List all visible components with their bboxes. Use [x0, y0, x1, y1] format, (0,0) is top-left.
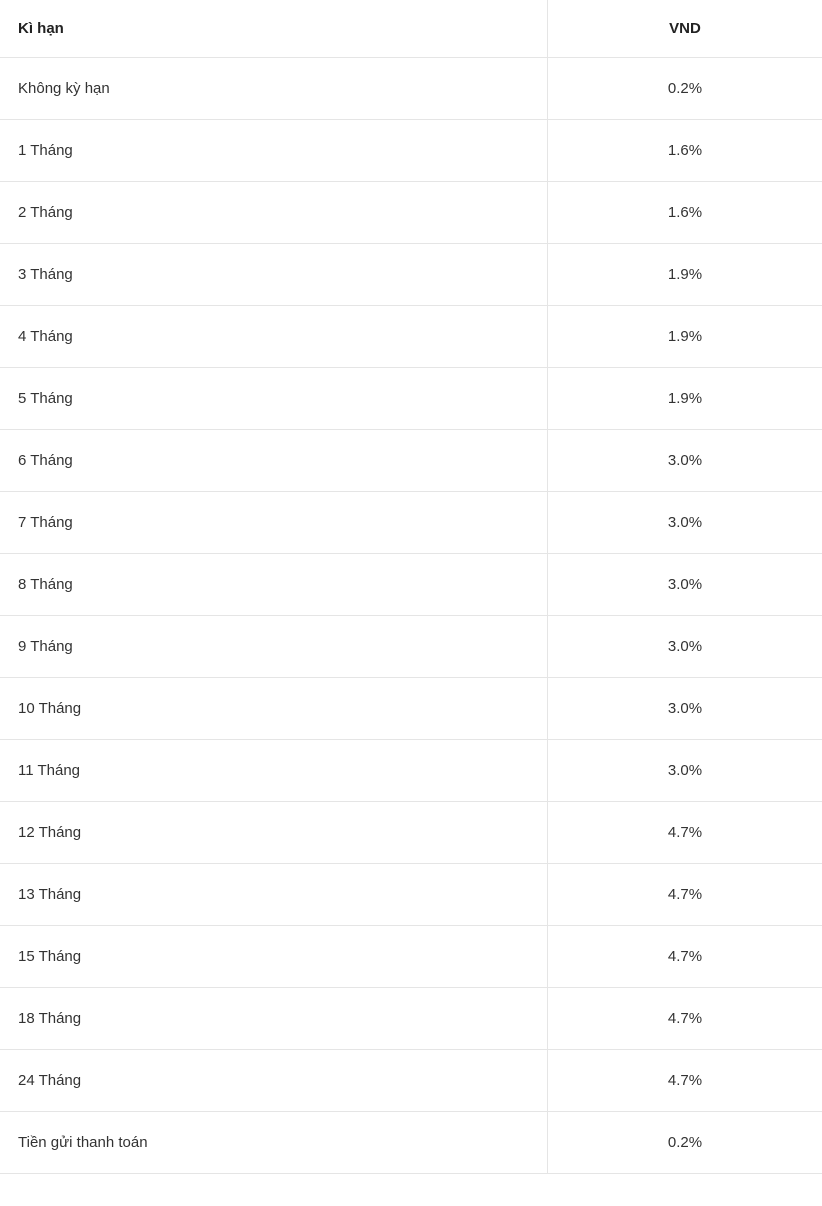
cell-term: Không kỳ hạn [0, 58, 548, 119]
cell-value: 1.9% [548, 368, 822, 429]
table-row: 12 Tháng4.7% [0, 802, 822, 864]
cell-value: 0.2% [548, 1112, 822, 1173]
table-row: 4 Tháng1.9% [0, 306, 822, 368]
cell-term: Tiền gửi thanh toán [0, 1112, 548, 1173]
table-row: 6 Tháng3.0% [0, 430, 822, 492]
column-header-term: Kì hạn [0, 0, 548, 57]
table-row: 7 Tháng3.0% [0, 492, 822, 554]
cell-value: 4.7% [548, 926, 822, 987]
table-row: 8 Tháng3.0% [0, 554, 822, 616]
column-header-vnd: VND [548, 0, 822, 57]
table-row: 10 Tháng3.0% [0, 678, 822, 740]
table-row: 13 Tháng4.7% [0, 864, 822, 926]
cell-term: 13 Tháng [0, 864, 548, 925]
cell-value: 3.0% [548, 740, 822, 801]
table-row: 24 Tháng4.7% [0, 1050, 822, 1112]
cell-value: 4.7% [548, 802, 822, 863]
table-row: 9 Tháng3.0% [0, 616, 822, 678]
table-body: Không kỳ hạn0.2%1 Tháng1.6%2 Tháng1.6%3 … [0, 58, 822, 1174]
cell-value: 1.9% [548, 306, 822, 367]
cell-value: 3.0% [548, 430, 822, 491]
cell-term: 18 Tháng [0, 988, 548, 1049]
table-row: Không kỳ hạn0.2% [0, 58, 822, 120]
cell-value: 3.0% [548, 678, 822, 739]
cell-term: 11 Tháng [0, 740, 548, 801]
table-row: 5 Tháng1.9% [0, 368, 822, 430]
table-row: 11 Tháng3.0% [0, 740, 822, 802]
cell-term: 6 Tháng [0, 430, 548, 491]
cell-term: 10 Tháng [0, 678, 548, 739]
table-row: 3 Tháng1.9% [0, 244, 822, 306]
table-row: 15 Tháng4.7% [0, 926, 822, 988]
table-row: 2 Tháng1.6% [0, 182, 822, 244]
cell-value: 3.0% [548, 616, 822, 677]
interest-rate-table: Kì hạn VND Không kỳ hạn0.2%1 Tháng1.6%2 … [0, 0, 822, 1174]
cell-value: 4.7% [548, 1050, 822, 1111]
cell-term: 8 Tháng [0, 554, 548, 615]
cell-value: 3.0% [548, 554, 822, 615]
cell-term: 5 Tháng [0, 368, 548, 429]
cell-value: 4.7% [548, 864, 822, 925]
table-row: Tiền gửi thanh toán0.2% [0, 1112, 822, 1174]
cell-value: 1.9% [548, 244, 822, 305]
cell-term: 4 Tháng [0, 306, 548, 367]
cell-term: 24 Tháng [0, 1050, 548, 1111]
table-row: 1 Tháng1.6% [0, 120, 822, 182]
cell-term: 2 Tháng [0, 182, 548, 243]
cell-term: 9 Tháng [0, 616, 548, 677]
cell-term: 1 Tháng [0, 120, 548, 181]
table-header-row: Kì hạn VND [0, 0, 822, 58]
cell-term: 12 Tháng [0, 802, 548, 863]
cell-term: 3 Tháng [0, 244, 548, 305]
cell-value: 3.0% [548, 492, 822, 553]
cell-term: 7 Tháng [0, 492, 548, 553]
cell-term: 15 Tháng [0, 926, 548, 987]
cell-value: 0.2% [548, 58, 822, 119]
cell-value: 4.7% [548, 988, 822, 1049]
cell-value: 1.6% [548, 120, 822, 181]
cell-value: 1.6% [548, 182, 822, 243]
table-row: 18 Tháng4.7% [0, 988, 822, 1050]
